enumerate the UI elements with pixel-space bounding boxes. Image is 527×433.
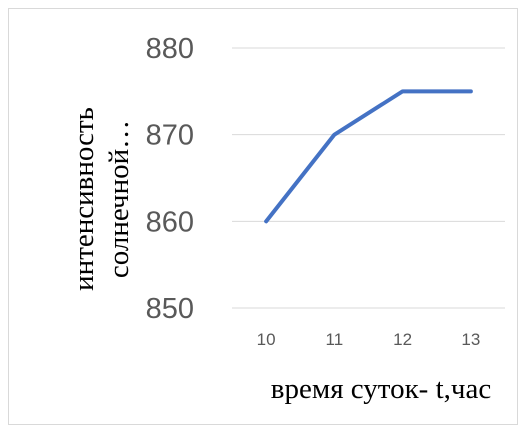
x-tick-label: 11	[326, 330, 344, 349]
x-tick-label: 10	[257, 330, 276, 349]
y-tick-label: 860	[146, 206, 194, 238]
y-axis-label-line1: интенсивность	[68, 107, 100, 291]
x-axis-label: время суток- t,час	[271, 373, 491, 405]
y-axis-label-line2: солнечной…	[103, 120, 135, 278]
y-tick-label: 880	[146, 33, 194, 65]
chart-area	[8, 8, 518, 425]
x-tick-label: 13	[461, 330, 480, 349]
y-tick-label: 870	[146, 120, 194, 152]
y-tick-label: 850	[146, 293, 194, 325]
x-tick-label: 12	[393, 330, 412, 349]
series-line	[264, 89, 473, 224]
